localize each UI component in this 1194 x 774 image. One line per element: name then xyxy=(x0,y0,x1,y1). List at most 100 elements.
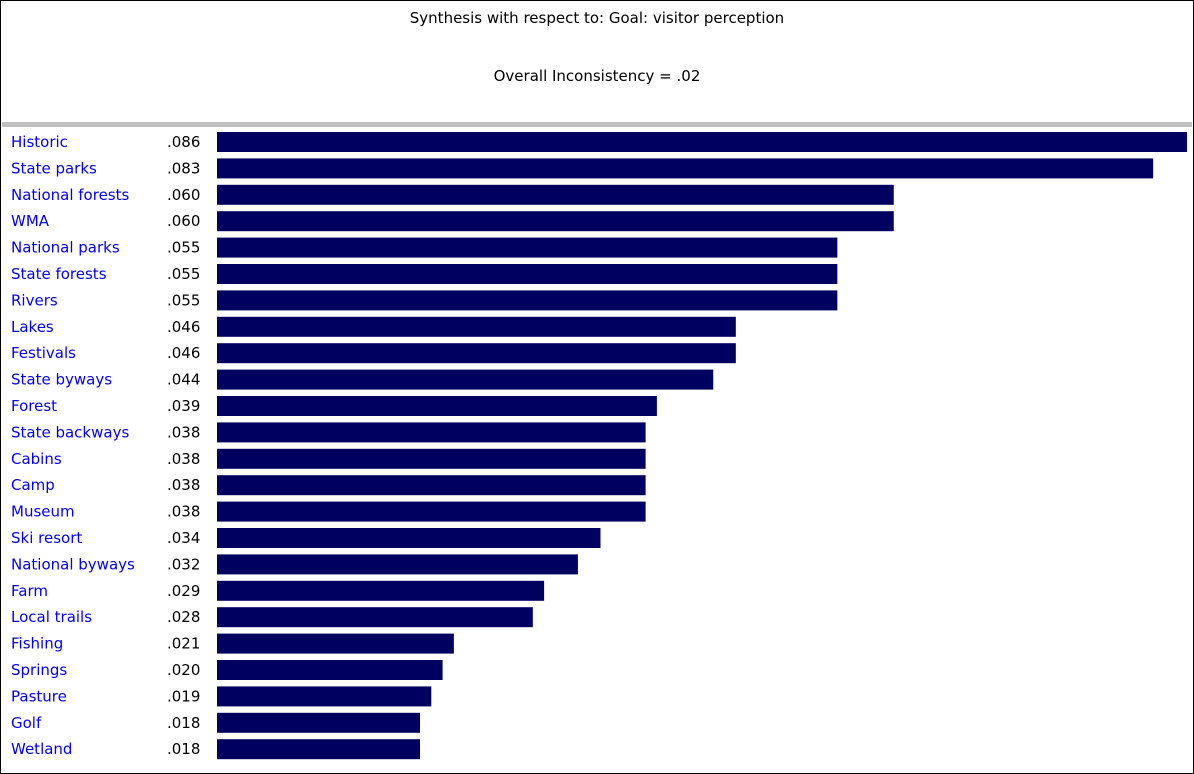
bar-row: State parks .083 xyxy=(11,158,1154,179)
category-label: Historic xyxy=(11,133,68,151)
category-label: Camp xyxy=(11,476,55,494)
value-label: .018 xyxy=(167,714,200,732)
value-label: .038 xyxy=(167,503,200,521)
bar-row: WMA .060 xyxy=(11,211,894,232)
bar-row: National forests .060 xyxy=(11,184,894,205)
bar-row: Fishing .021 xyxy=(11,633,454,654)
bar xyxy=(217,211,894,232)
bar xyxy=(217,290,838,311)
category-label: National forests xyxy=(11,186,129,204)
bar-row: Springs .020 xyxy=(11,660,443,680)
bar-row: Camp .038 xyxy=(11,475,646,496)
category-label: State parks xyxy=(11,159,97,177)
value-label: .046 xyxy=(167,344,200,362)
bar xyxy=(217,132,1187,152)
bar xyxy=(217,264,838,284)
value-label: .060 xyxy=(167,186,200,204)
bar-row: State byways .044 xyxy=(11,369,714,390)
bar-row: Historic .086 xyxy=(11,132,1187,152)
bar xyxy=(217,343,736,364)
bar-row: Rivers .055 xyxy=(11,290,838,311)
bar-row: State backways .038 xyxy=(11,422,646,443)
value-label: .021 xyxy=(167,635,200,653)
category-label: Museum xyxy=(11,503,75,521)
bar xyxy=(217,396,657,416)
bar-row: Ski resort .034 xyxy=(11,528,601,548)
value-label: .019 xyxy=(167,687,200,705)
value-label: .055 xyxy=(167,239,200,257)
bar xyxy=(217,607,533,628)
bar xyxy=(217,158,1154,179)
value-label: .029 xyxy=(167,582,200,600)
bar-chart: Historic .086 State parks .083 National fore… xyxy=(11,132,1187,760)
bar xyxy=(217,554,578,575)
value-label: .086 xyxy=(167,133,200,151)
category-label: Fishing xyxy=(11,635,63,653)
bar xyxy=(217,633,454,654)
bar-row: Lakes .046 xyxy=(11,316,736,337)
category-label: Local trails xyxy=(11,608,92,626)
value-label: .055 xyxy=(167,265,200,283)
bar-row: Museum .038 xyxy=(11,501,646,522)
value-label: .044 xyxy=(167,371,200,389)
value-label: .055 xyxy=(167,291,200,309)
bar xyxy=(217,580,545,601)
category-label: National parks xyxy=(11,239,120,257)
category-label: Ski resort xyxy=(11,529,82,547)
category-label: Farm xyxy=(11,582,48,600)
value-label: .034 xyxy=(167,529,200,547)
bar xyxy=(217,422,646,443)
value-label: .046 xyxy=(167,318,200,336)
bar-row: Golf .018 xyxy=(11,712,421,733)
category-label: State backways xyxy=(11,423,129,441)
value-label: .038 xyxy=(167,423,200,441)
chart-title: Synthesis with respect to: Goal: visitor… xyxy=(409,9,785,27)
bar xyxy=(217,316,736,337)
inconsistency-label: Overall Inconsistency = .02 xyxy=(493,67,701,85)
category-label: Springs xyxy=(11,661,67,679)
value-label: .028 xyxy=(167,608,200,626)
category-label: Rivers xyxy=(11,291,58,309)
category-label: State forests xyxy=(11,265,107,283)
bar xyxy=(217,448,646,469)
bar-row: Cabins .038 xyxy=(11,448,646,469)
category-label: WMA xyxy=(11,212,50,230)
bar xyxy=(217,686,432,707)
header-divider xyxy=(2,122,1192,127)
category-label: Cabins xyxy=(11,450,62,468)
bar xyxy=(217,475,646,496)
value-label: .060 xyxy=(167,212,200,230)
bar-row: Wetland .018 xyxy=(11,739,421,760)
bar-row: Local trails .028 xyxy=(11,607,533,628)
bar-row: State forests .055 xyxy=(11,264,838,284)
bar-row: Forest .039 xyxy=(11,396,657,416)
value-label: .018 xyxy=(167,740,200,758)
value-label: .038 xyxy=(167,450,200,468)
value-label: .039 xyxy=(167,397,200,415)
bar xyxy=(217,237,838,258)
bar xyxy=(217,739,421,760)
category-label: Pasture xyxy=(11,687,67,705)
value-label: .020 xyxy=(167,661,200,679)
category-label: Wetland xyxy=(11,740,72,758)
category-label: National byways xyxy=(11,555,135,573)
bar-row: Pasture .019 xyxy=(11,686,432,707)
bar-row: National byways .032 xyxy=(11,554,578,575)
bar-row: Festivals .046 xyxy=(11,343,736,364)
bar xyxy=(217,528,601,548)
bar xyxy=(217,712,421,733)
bar-row: Farm .029 xyxy=(11,580,545,601)
value-label: .032 xyxy=(167,555,200,573)
bar xyxy=(217,369,714,390)
category-label: Festivals xyxy=(11,344,76,362)
category-label: Forest xyxy=(11,397,57,415)
bar xyxy=(217,501,646,522)
value-label: .038 xyxy=(167,476,200,494)
bar xyxy=(217,184,894,205)
bar xyxy=(217,660,443,680)
category-label: Lakes xyxy=(11,318,54,336)
category-label: Golf xyxy=(11,714,42,732)
category-label: State byways xyxy=(11,371,112,389)
bar-row: National parks .055 xyxy=(11,237,838,258)
